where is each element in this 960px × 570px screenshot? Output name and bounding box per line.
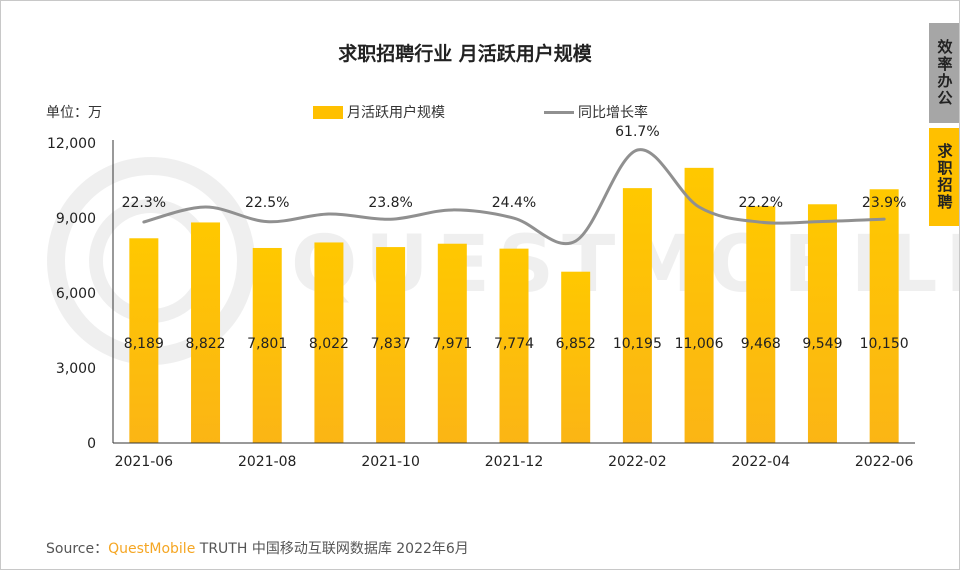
y-tick-label: 12,000 — [47, 136, 96, 152]
x-tick-label: 2021-12 — [485, 454, 544, 470]
bar-2022-02 — [622, 188, 652, 443]
growth-rate-line — [142, 148, 886, 245]
bar-value-label: 7,837 — [371, 336, 411, 352]
bar-value-label: 7,971 — [432, 336, 472, 352]
bar-value-label: 8,822 — [185, 336, 225, 352]
source-rest: TRUTH 中国移动互联网数据库 2022年6月 — [195, 541, 469, 557]
legend-bar-swatch — [313, 105, 343, 119]
side-tab-efficiency-office[interactable]: 效率办公 — [929, 23, 959, 123]
bar-2022-01 — [561, 271, 591, 443]
growth-rate-label: 24.4% — [492, 195, 536, 211]
bar-2022-03 — [684, 167, 714, 443]
bar-2022-05 — [807, 204, 837, 443]
bar-value-label: 9,549 — [802, 336, 842, 352]
bar-2021-12 — [499, 248, 529, 443]
growth-rate-label: 23.8% — [368, 195, 412, 211]
x-tick-label: 2022-04 — [732, 454, 791, 470]
side-tab-recruitment[interactable]: 求职招聘 — [929, 128, 959, 226]
bar-value-label: 6,852 — [556, 336, 596, 352]
bar-2021-10 — [376, 247, 406, 443]
y-tick-label: 6,000 — [56, 286, 96, 302]
y-tick-label: 9,000 — [56, 211, 96, 227]
bar-value-label: 8,189 — [124, 336, 164, 352]
bar-value-label: 11,006 — [675, 336, 724, 352]
legend-line-swatch — [544, 110, 574, 114]
bar-value-label: 9,468 — [741, 336, 781, 352]
chart-title: 求职招聘行业 月活跃用户规模 — [338, 43, 592, 65]
bar-2021-09 — [314, 242, 344, 443]
growth-rate-label: 22.5% — [245, 195, 289, 211]
bar-value-label: 8,022 — [309, 336, 349, 352]
bar-2022-06 — [869, 189, 899, 443]
legend-line: 同比增长率 — [544, 102, 648, 122]
x-tick-label: 2022-02 — [608, 454, 667, 470]
bar-2021-07 — [191, 222, 221, 443]
bar-value-label: 10,195 — [613, 336, 662, 352]
growth-rate-label: 22.3% — [122, 195, 166, 211]
unit-label: 单位：万 — [46, 105, 102, 121]
bar-2021-11 — [437, 243, 467, 443]
x-tick-label: 2021-06 — [115, 454, 174, 470]
growth-rate-label: 22.2% — [739, 195, 783, 211]
source-brand: QuestMobile — [108, 541, 196, 557]
x-tick-label: 2022-06 — [855, 454, 914, 470]
x-tick-label: 2021-10 — [361, 454, 420, 470]
legend-line-label: 同比增长率 — [578, 105, 648, 121]
y-tick-label: 0 — [87, 436, 96, 452]
legend-bar: 月活跃用户规模 — [313, 102, 445, 122]
bar-2021-08 — [252, 247, 282, 443]
bar-value-label: 7,774 — [494, 336, 534, 352]
bar-2022-04 — [746, 206, 776, 443]
legend-bar-label: 月活跃用户规模 — [347, 105, 445, 121]
source-note: Source：QuestMobile TRUTH 中国移动互联网数据库 2022… — [46, 538, 469, 558]
growth-rate-label: 23.9% — [862, 195, 906, 211]
growth-rate-label: 61.7% — [615, 124, 659, 140]
bar-2021-06 — [129, 238, 159, 443]
source-prefix: Source： — [46, 541, 109, 557]
bar-value-label: 7,801 — [247, 336, 287, 352]
bar-value-label: 10,150 — [860, 336, 909, 352]
x-tick-label: 2021-08 — [238, 454, 297, 470]
y-tick-label: 3,000 — [56, 361, 96, 377]
